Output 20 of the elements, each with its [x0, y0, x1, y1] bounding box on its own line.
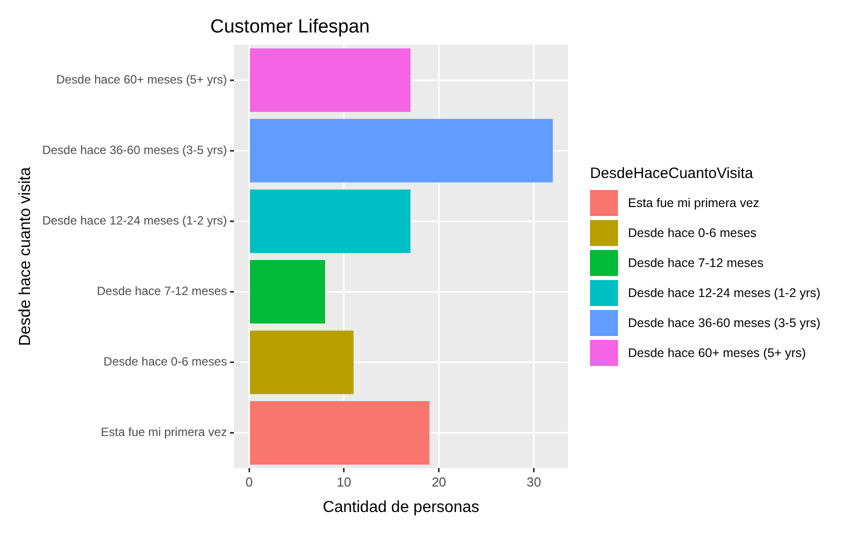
legend-label: Desde hace 36-60 meses (3-5 yrs): [628, 316, 820, 330]
legend-label: Desde hace 60+ meses (5+ yrs): [628, 346, 806, 360]
y-tick-label: Esta fue mi primera vez: [100, 425, 227, 440]
x-tick-label: 30: [526, 474, 542, 490]
y-tick-label: Desde hace 7-12 meses: [96, 284, 227, 298]
y-tick-label: Desde hace 0-6 meses: [104, 354, 227, 369]
y-tick-label: Desde hace 36-60 meses (3-5 yrs): [42, 142, 227, 157]
x-tick-label: 0: [246, 474, 253, 490]
legend-label: Desde hace 7-12 meses: [628, 256, 764, 270]
x-tick-label: 20: [432, 474, 446, 490]
y-axis-title: Desde hace cuanto visita: [17, 167, 34, 346]
chart-title: Customer Lifespan: [210, 16, 370, 38]
legend-label: Esta fue mi primera vez: [628, 196, 760, 210]
legend-title: DesdeHaceCuantoVisita: [590, 165, 754, 182]
legend-label: Desde hace 0-6 meses: [628, 226, 757, 240]
y-tick-label: Desde hace 60+ meses (5+ yrs): [56, 72, 227, 86]
x-axis-title: Cantidad de personas: [322, 498, 480, 516]
y-tick-label: Desde hace 12-24 meses (1-2 yrs): [42, 214, 227, 228]
legend-label: Desde hace 12-24 meses (1-2 yrs): [628, 286, 820, 300]
x-tick-label: 10: [336, 474, 352, 490]
